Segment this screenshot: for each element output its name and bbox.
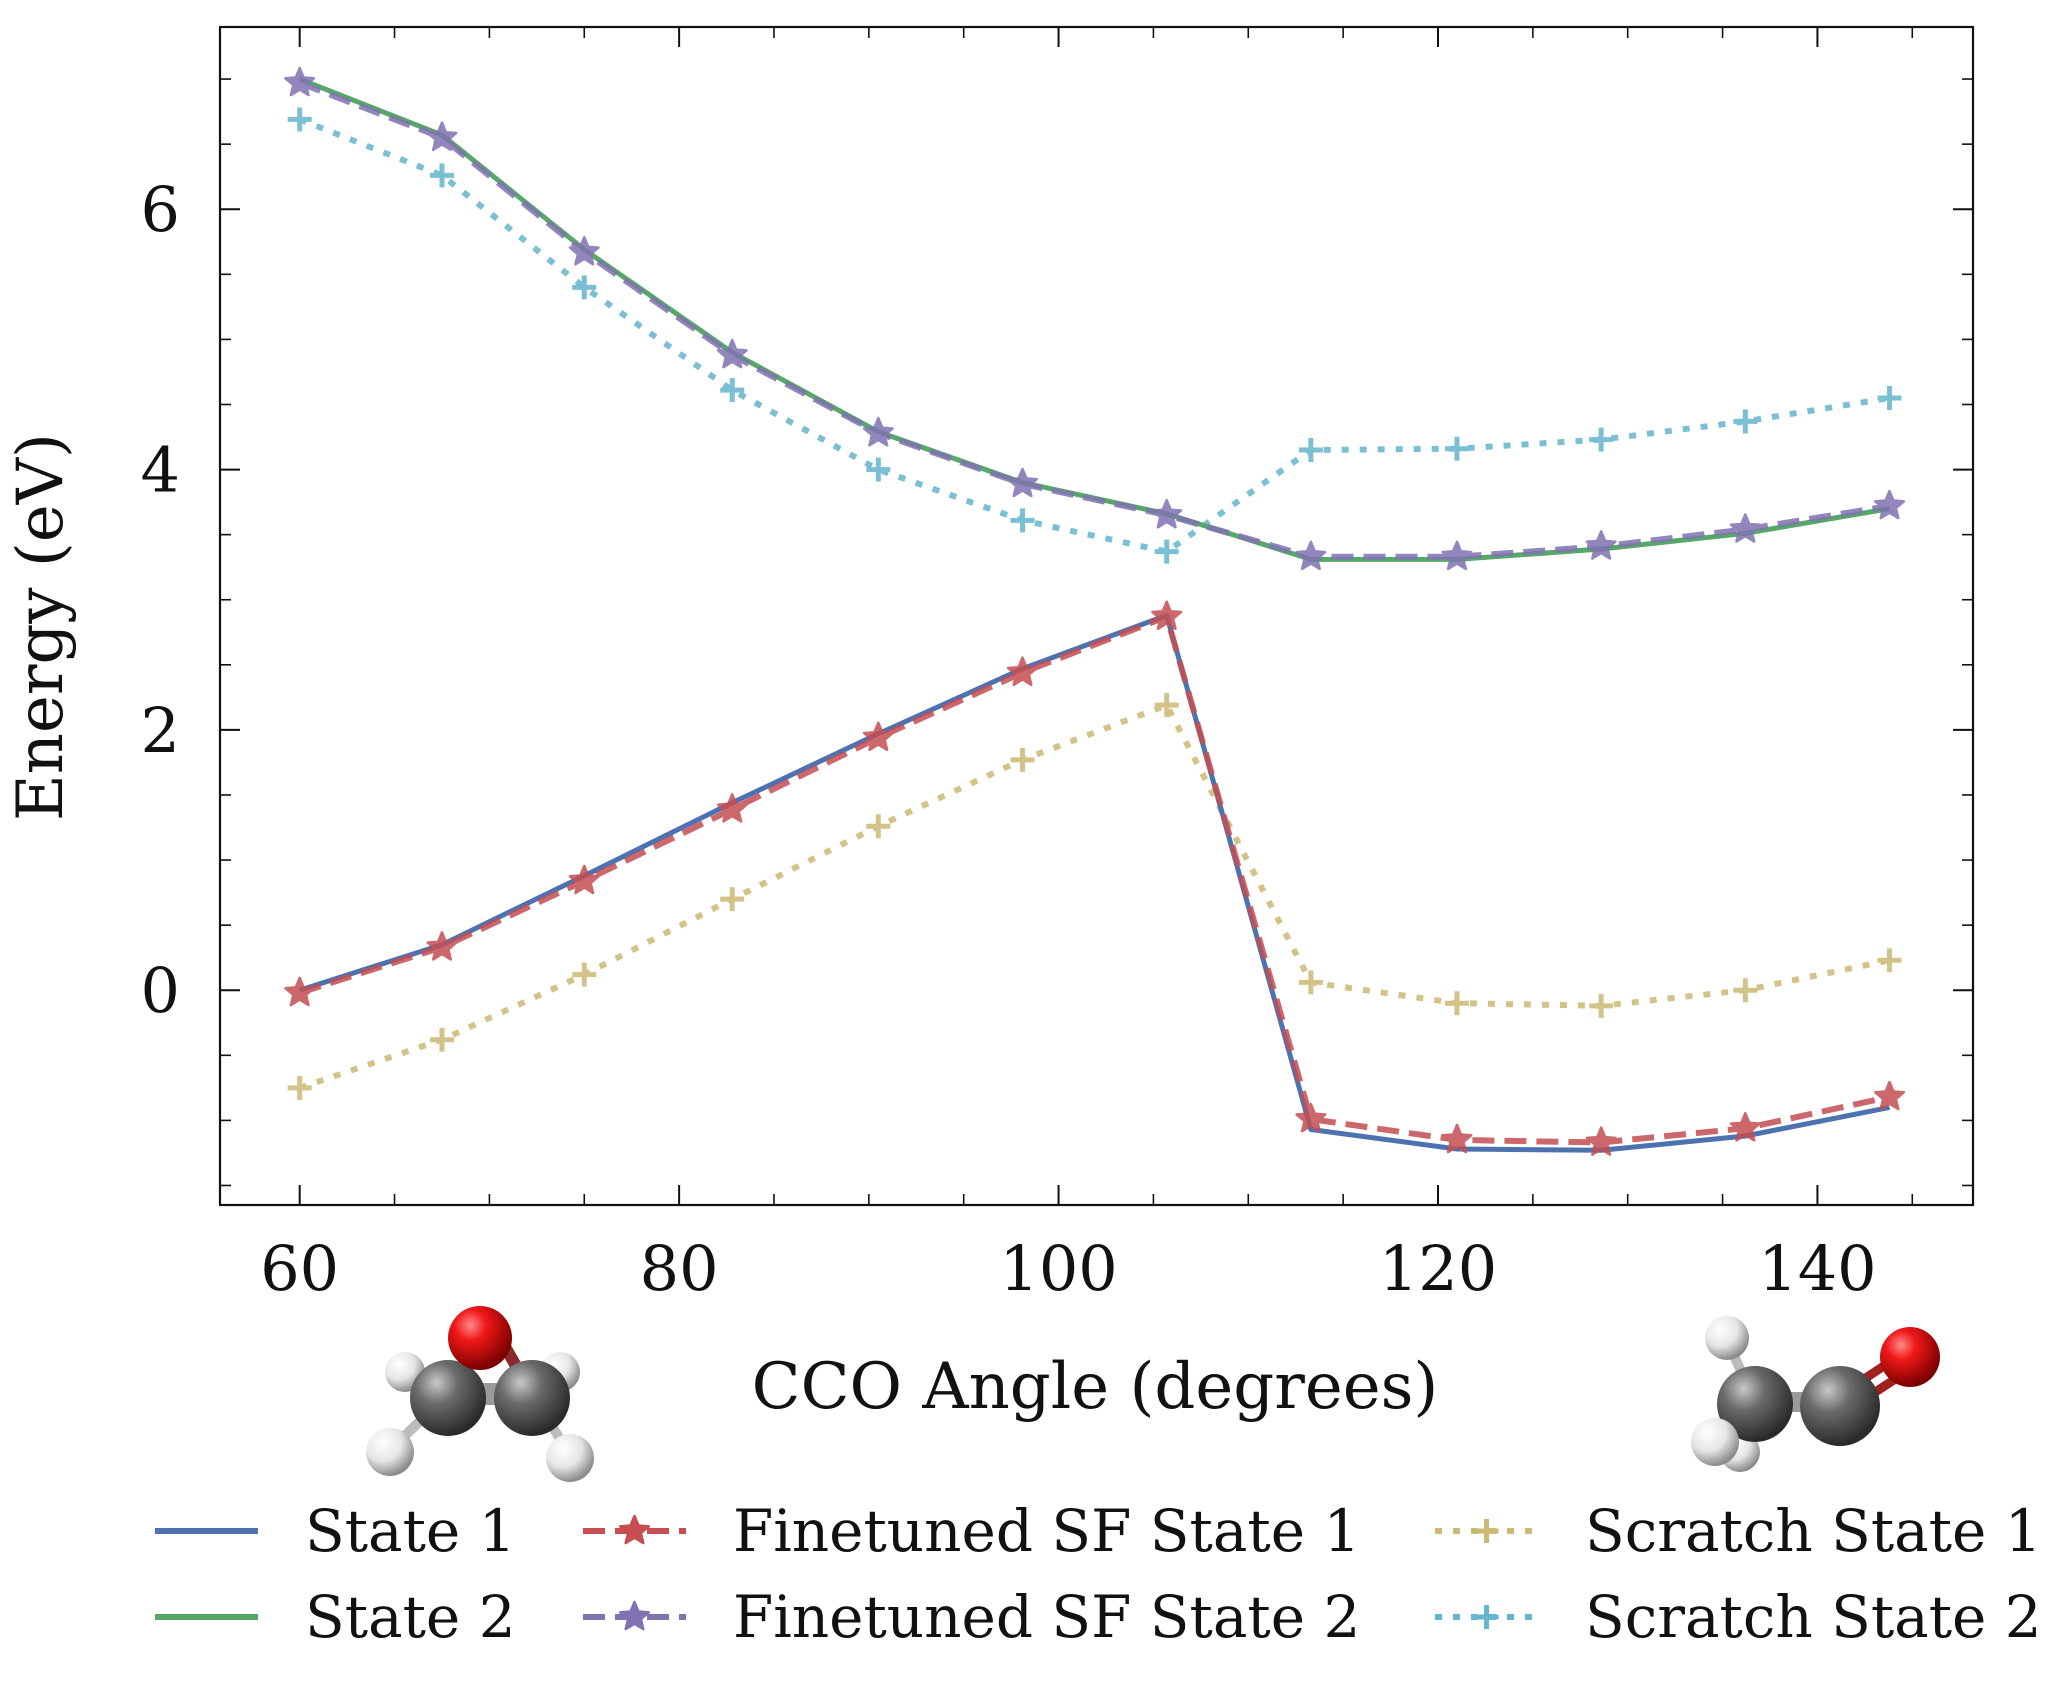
data-point-finetuned-sf-state-2 xyxy=(1874,489,1906,520)
legend-label-scratch-state-2: Scratch State 2 xyxy=(1585,1583,2042,1651)
data-point-scratch-state-2 xyxy=(572,275,597,300)
series-group xyxy=(284,66,1906,1156)
x-tick-label: 140 xyxy=(1758,1232,1876,1305)
y-tick-label: 0 xyxy=(141,954,180,1027)
legend-item-state-1: State 1 xyxy=(155,1497,516,1565)
data-point-scratch-state-2 xyxy=(1877,385,1902,410)
axis-labels: Energy (eV) CCO Angle (degrees) xyxy=(4,433,1438,1424)
data-point-finetuned-sf-state-1 xyxy=(1151,600,1183,631)
data-point-finetuned-sf-state-1 xyxy=(426,931,458,961)
data-point-scratch-state-2 xyxy=(287,107,312,132)
data-point-finetuned-sf-state-1 xyxy=(568,864,600,895)
plot-frame xyxy=(218,25,1975,1207)
data-point-scratch-state-1 xyxy=(866,814,891,839)
legend-label-finetuned-sf-state-2: Finetuned SF State 2 xyxy=(733,1583,1360,1651)
series-finetuned-sf-state-2 xyxy=(284,66,1906,571)
y-tick-label: 6 xyxy=(141,173,180,246)
data-point-scratch-state-1 xyxy=(1877,948,1902,973)
data-point-finetuned-sf-state-1 xyxy=(862,721,894,752)
data-point-finetuned-sf-state-2 xyxy=(1585,530,1617,560)
legend-item-scratch-state-2: Scratch State 2 xyxy=(1435,1583,2042,1651)
legend-marker-finetuned-sf-state-1 xyxy=(618,1514,651,1545)
x-axis-label: CCO Angle (degrees) xyxy=(752,1350,1439,1424)
series-scratch-state-1 xyxy=(287,693,1902,1100)
data-point-finetuned-sf-state-1 xyxy=(1729,1111,1761,1142)
data-point-finetuned-sf-state-2 xyxy=(284,66,316,97)
legend-label-finetuned-sf-state-1: Finetuned SF State 1 xyxy=(733,1497,1360,1565)
series-line-finetuned-sf-state-1 xyxy=(298,613,1891,1146)
x-tick-label: 100 xyxy=(999,1232,1117,1305)
data-point-scratch-state-2 xyxy=(720,378,745,403)
data-point-scratch-state-1 xyxy=(1154,693,1179,718)
data-point-scratch-state-1 xyxy=(1298,970,1323,995)
series-state-1 xyxy=(298,612,1890,1153)
data-point-scratch-state-1 xyxy=(287,1075,312,1100)
data-point-finetuned-sf-state-1 xyxy=(284,976,316,1007)
data-point-finetuned-sf-state-2 xyxy=(1151,498,1183,529)
x-tick-label: 60 xyxy=(260,1232,339,1305)
legend: State 1 State 2 Finetuned SF State 1 Finetu… xyxy=(155,1497,2042,1651)
legend-marker-scratch-state-2 xyxy=(1474,1605,1499,1629)
legend-label-state-1: State 1 xyxy=(305,1497,516,1565)
data-point-scratch-state-2 xyxy=(1010,508,1035,533)
data-point-finetuned-sf-state-2 xyxy=(1295,540,1327,571)
data-point-finetuned-sf-state-2 xyxy=(1006,467,1039,498)
data-point-scratch-state-1 xyxy=(1733,978,1758,1003)
legend-item-scratch-state-1: Scratch State 1 xyxy=(1435,1497,2042,1565)
data-point-scratch-state-1 xyxy=(720,887,745,912)
series-line-state-1 xyxy=(298,612,1890,1153)
legend-label-scratch-state-1: Scratch State 1 xyxy=(1585,1497,2042,1565)
series-line-state-2 xyxy=(298,76,1890,562)
legend-item-state-2: State 2 xyxy=(155,1583,516,1651)
y-axis-label: Energy (eV) xyxy=(4,433,78,821)
x-tick-label: 120 xyxy=(1379,1232,1497,1305)
series-finetuned-sf-state-1 xyxy=(284,600,1906,1156)
data-point-finetuned-sf-state-2 xyxy=(862,416,894,447)
legend-marker-scratch-state-1 xyxy=(1474,1519,1499,1543)
series-line-finetuned-sf-state-2 xyxy=(298,80,1890,560)
data-point-scratch-state-2 xyxy=(866,457,891,482)
legend-item-finetuned-sf-state-2: Finetuned SF State 2 xyxy=(583,1583,1360,1651)
series-scratch-state-2 xyxy=(287,107,1902,564)
y-tick-label: 4 xyxy=(141,434,180,507)
data-point-finetuned-sf-state-2 xyxy=(426,121,458,152)
data-point-finetuned-sf-state-1 xyxy=(1441,1123,1473,1154)
data-point-scratch-state-1 xyxy=(1589,993,1614,1018)
y-tick-label: 2 xyxy=(141,694,180,767)
data-point-scratch-state-2 xyxy=(1589,427,1614,452)
data-point-scratch-state-2 xyxy=(1444,436,1469,461)
data-point-scratch-state-2 xyxy=(429,163,454,188)
data-point-finetuned-sf-state-1 xyxy=(1874,1080,1906,1111)
legend-marker-finetuned-sf-state-2 xyxy=(618,1600,651,1631)
data-point-finetuned-sf-state-2 xyxy=(568,235,600,266)
data-point-scratch-state-1 xyxy=(572,962,597,987)
legend-item-finetuned-sf-state-1: Finetuned SF State 1 xyxy=(583,1497,1360,1565)
x-tick-label: 80 xyxy=(640,1232,719,1305)
ketene-molecule-icon xyxy=(1691,1316,1940,1472)
data-point-finetuned-sf-state-1 xyxy=(1295,1102,1327,1133)
data-point-finetuned-sf-state-2 xyxy=(1729,513,1761,543)
data-point-scratch-state-1 xyxy=(1444,991,1469,1016)
data-point-scratch-state-1 xyxy=(429,1027,454,1052)
series-line-scratch-state-2 xyxy=(298,116,1890,555)
data-point-scratch-state-2 xyxy=(1298,438,1323,463)
data-point-finetuned-sf-state-1 xyxy=(1006,656,1039,687)
data-point-finetuned-sf-state-2 xyxy=(716,338,748,369)
data-point-finetuned-sf-state-2 xyxy=(1441,540,1473,571)
axes: 60 80 100 120 140 0 2 4 6 xyxy=(141,25,1975,1305)
series-state-2 xyxy=(298,76,1890,562)
legend-label-state-2: State 2 xyxy=(305,1583,516,1651)
data-point-scratch-state-1 xyxy=(1010,747,1035,772)
epoxide-molecule-icon xyxy=(366,1306,594,1482)
data-point-finetuned-sf-state-1 xyxy=(1585,1126,1617,1156)
data-point-scratch-state-2 xyxy=(1733,409,1758,434)
data-point-finetuned-sf-state-1 xyxy=(716,793,748,823)
data-point-scratch-state-2 xyxy=(1154,539,1179,564)
